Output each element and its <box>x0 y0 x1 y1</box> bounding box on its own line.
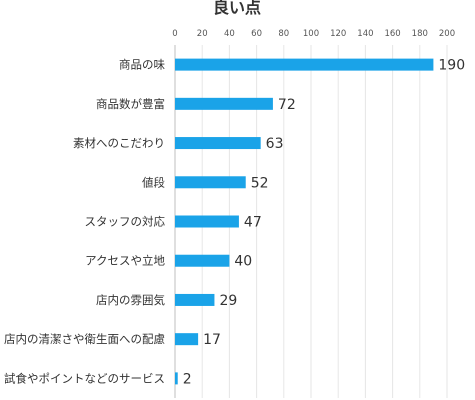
data-label: 52 <box>251 175 269 191</box>
bar <box>175 372 178 385</box>
data-label: 40 <box>234 254 252 270</box>
x-tick-label: 40 <box>224 29 235 39</box>
x-tick-label: 200 <box>439 29 455 39</box>
category-label: 店内の雰囲気 <box>96 293 165 307</box>
x-tick-label: 80 <box>278 29 289 39</box>
data-label: 72 <box>278 97 296 113</box>
bar <box>175 293 215 306</box>
x-tick-label: 100 <box>303 29 319 39</box>
bar <box>175 137 261 150</box>
x-axis-ticks: 0 20 40 60 80 100 120 140 160 180 200 <box>172 29 455 39</box>
chart-title: 良い点 <box>213 0 261 17</box>
category-label: スタッフの対応 <box>85 215 166 229</box>
category-label: 値段 <box>142 175 165 189</box>
x-tick-label: 180 <box>412 29 428 39</box>
bar <box>175 176 246 189</box>
bar <box>175 58 434 71</box>
category-label: アクセスや立地 <box>85 254 165 268</box>
category-label: 商品の味 <box>119 58 165 72</box>
data-label: 47 <box>244 215 262 231</box>
x-tick-label: 160 <box>384 29 400 39</box>
data-label: 17 <box>203 332 221 348</box>
bars <box>175 58 434 385</box>
category-label: 店内の清潔さや衛生面への配慮 <box>4 332 165 346</box>
category-label: 素材へのこだわり <box>73 136 165 150</box>
data-label: 190 <box>438 58 465 74</box>
bar <box>175 333 199 346</box>
category-label: 試食やポイントなどのサービス <box>4 371 165 385</box>
bar <box>175 254 230 267</box>
data-labels: 190 72 63 52 47 40 29 17 2 <box>183 58 465 388</box>
bar <box>175 215 239 228</box>
x-tick-label: 120 <box>330 29 346 39</box>
x-tick-label: 0 <box>172 29 177 39</box>
category-label: 商品数が豊富 <box>96 97 165 111</box>
bar <box>175 97 273 110</box>
data-label: 63 <box>266 136 284 152</box>
data-label: 2 <box>183 371 192 387</box>
category-labels: 商品の味商品数が豊富素材へのこだわり値段スタッフの対応アクセスや立地店内の雰囲気… <box>4 58 165 386</box>
x-tick-label: 20 <box>197 29 208 39</box>
x-tick-label: 140 <box>357 29 373 39</box>
x-tick-label: 60 <box>251 29 262 39</box>
data-label: 29 <box>219 293 237 309</box>
